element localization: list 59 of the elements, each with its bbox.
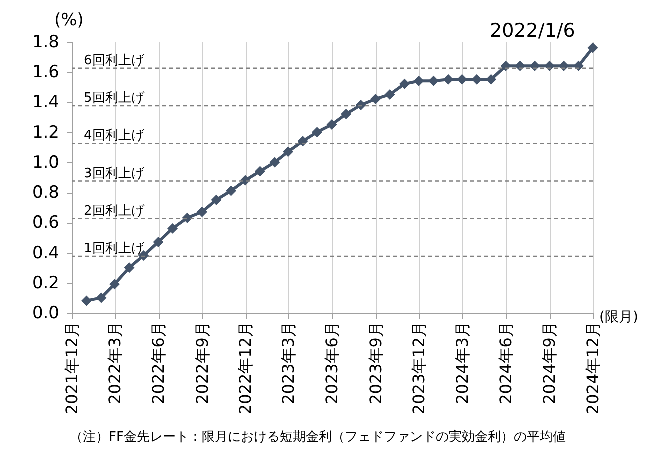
y-axis-title: (%) <box>54 10 84 30</box>
point <box>370 94 381 104</box>
point <box>124 262 135 274</box>
y-tick-label: 1.0 <box>32 152 60 173</box>
point <box>197 206 208 218</box>
y-tick-label: 1.4 <box>32 92 60 113</box>
y-tick-label: 0.8 <box>32 183 60 204</box>
text: （注）FF金先レート：限月における短期金利（フェドファンドの実効金利）の平均値 <box>70 429 566 446</box>
point <box>211 194 222 206</box>
x-tick-label: 2022年12月 <box>236 322 256 415</box>
y-tick-label: 1.6 <box>32 62 60 83</box>
ref-line-label: 4回利上げ <box>84 128 146 144</box>
point <box>81 296 92 306</box>
y-tick-label: 1.2 <box>32 122 60 143</box>
y-tick-label: 0.4 <box>32 243 60 264</box>
x-tick-label: 2023年6月 <box>322 322 342 404</box>
ref-line-label: 6回利上げ <box>84 53 146 68</box>
x-tick-label: 2024年9月 <box>540 322 560 404</box>
point <box>443 74 454 85</box>
point <box>414 76 424 86</box>
point <box>326 120 338 130</box>
point <box>573 60 584 72</box>
y-tick-label: 1.8 <box>32 32 60 52</box>
point <box>283 146 294 158</box>
point <box>153 236 164 248</box>
point <box>588 42 598 54</box>
x-tick-label: 2021年12月 <box>62 322 82 415</box>
y-tick-label: 0.2 <box>32 273 60 294</box>
y-tick-label: 0.0 <box>32 304 60 324</box>
ref-line-label: 3回利上げ <box>84 166 146 182</box>
point <box>486 74 497 85</box>
text: 2022/1/6 <box>490 20 576 42</box>
point <box>400 78 410 90</box>
x-tick-label: 2023年12月 <box>410 322 429 415</box>
ref-line-label: 2回利上げ <box>84 204 146 219</box>
x-tick-label: 2023年3月 <box>278 322 298 404</box>
point <box>255 166 266 177</box>
point <box>341 109 352 120</box>
point <box>168 223 178 234</box>
x-tick-label: 2023年9月 <box>366 322 386 404</box>
point <box>384 89 396 100</box>
x-tick-label: 2022年9月 <box>192 322 212 404</box>
point <box>226 186 236 196</box>
point <box>428 76 439 86</box>
point <box>472 74 482 85</box>
x-axis-title: (限月) <box>600 310 638 326</box>
x-tick-label: 2024年6月 <box>496 322 516 404</box>
x-tick-label: 2024年3月 <box>452 322 472 404</box>
point <box>270 157 280 168</box>
point <box>96 292 107 304</box>
x-tick-label: 2022年6月 <box>149 322 168 404</box>
point <box>312 127 323 138</box>
x-tick-label: 2024年12月 <box>584 322 602 415</box>
point <box>457 74 468 85</box>
ref-line-label: 5回利上げ <box>84 90 146 106</box>
point <box>110 279 120 290</box>
ref-line-label: 1回利上げ <box>84 242 146 257</box>
x-tick-label: 2022年3月 <box>105 322 124 404</box>
y-tick-label: 0.6 <box>32 213 60 234</box>
